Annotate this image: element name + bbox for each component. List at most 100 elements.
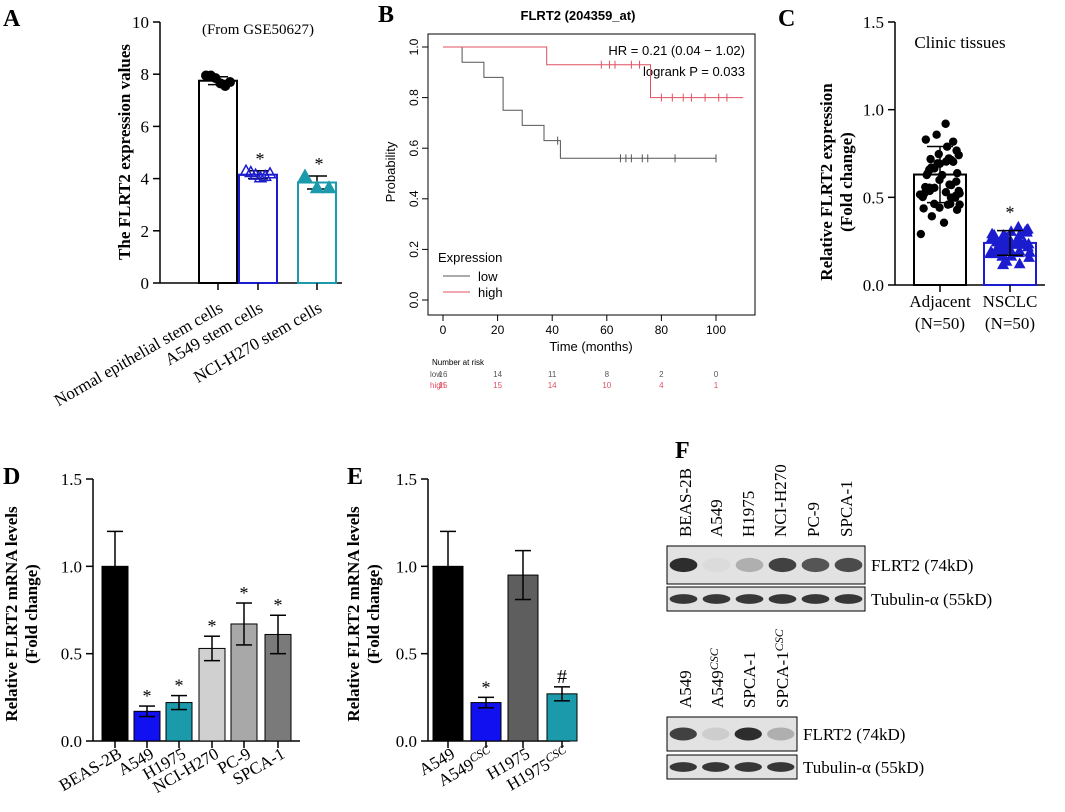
- lane-label-base: PC-9: [804, 502, 823, 537]
- y-tick-label: 0.8: [407, 89, 421, 106]
- data-point: [926, 154, 935, 164]
- blot-band: [702, 557, 731, 573]
- data-point: [934, 149, 943, 159]
- risk-value: 14: [493, 370, 502, 379]
- data-point: [253, 170, 268, 183]
- blot-band: [669, 727, 697, 741]
- data-point: [951, 191, 961, 200]
- data-point: [952, 177, 961, 186]
- lane-label: SPCA-1CSC: [772, 628, 792, 708]
- y-tick-label: 1.5: [61, 470, 82, 489]
- risk-value: 15: [493, 381, 502, 390]
- lane-label: SPCA-1: [837, 480, 856, 537]
- y-tick-label: 6: [141, 117, 150, 136]
- x-tick-label: 60: [600, 323, 614, 337]
- panel-a-ylabel: The FLRT2 expression values: [115, 44, 134, 260]
- lane-label: PC-9: [804, 502, 823, 537]
- blot-band: [768, 557, 797, 573]
- lane-label-sup: CSC: [707, 647, 721, 670]
- bar: [198, 79, 238, 284]
- y-tick-label: 1.5: [863, 13, 884, 32]
- y-tick-label: 0.5: [61, 645, 82, 664]
- risk-value: 1: [714, 381, 719, 390]
- plot-frame: [427, 33, 756, 316]
- lane-label: BEAS-2B: [676, 468, 695, 537]
- panel-b-hr-text: HR = 0.21 (0.04 − 1.02): [608, 43, 745, 58]
- panel-b-legend-title: Expression: [438, 250, 502, 265]
- risk-value: 15: [439, 381, 448, 390]
- significance-marker: *: [482, 677, 491, 697]
- y-tick-label: 1.0: [396, 557, 417, 576]
- data-point: [948, 137, 958, 146]
- band-label: FLRT2 (74kD): [871, 556, 973, 575]
- x-tick-label: BEAS-2B: [56, 744, 125, 795]
- bar: [470, 702, 502, 742]
- risk-value: 10: [602, 381, 611, 390]
- panel-b-title: FLRT2 (204359_at): [521, 8, 636, 23]
- lane-label: A549: [676, 670, 695, 708]
- risk-value: 8: [605, 370, 610, 379]
- band-label: Tubulin-α (55kD): [871, 590, 992, 609]
- panel-a-bar-chart: (From GSE50627) The FLRT2 expression val…: [51, 13, 342, 410]
- data-point: [953, 168, 962, 178]
- panel-labels: A B C D E F: [3, 2, 795, 490]
- data-point: [918, 192, 927, 202]
- data-point: [309, 180, 325, 194]
- y-tick-label: 10: [132, 13, 149, 32]
- x-tick-label: 40: [546, 323, 560, 337]
- data-point: [225, 77, 235, 88]
- lane-label: A549: [707, 499, 726, 537]
- risk-row-label: high: [430, 381, 445, 390]
- blot-band: [734, 727, 762, 741]
- lane-label-base: SPCA-1: [837, 480, 856, 537]
- lane-label: H1975: [739, 491, 758, 537]
- survival-line-high: [443, 46, 744, 99]
- data-point: [946, 199, 955, 209]
- data-point: [921, 182, 930, 192]
- data-point: [919, 204, 928, 213]
- y-tick-label: 0.4: [407, 190, 421, 207]
- bar: [238, 173, 278, 284]
- panel-d-ylabel-line2: (Fold change): [22, 564, 41, 664]
- x-tick-label: Adjacent: [909, 292, 971, 311]
- risk-value: 16: [439, 370, 448, 379]
- y-tick-label: 4: [141, 170, 150, 189]
- panel-a-annotation: (From GSE50627): [202, 22, 314, 38]
- risk-value: 0: [714, 370, 719, 379]
- panel-c-ylabel-line2: (Fold change): [837, 132, 856, 232]
- panel-label-d: D: [3, 464, 20, 490]
- panel-e-ylabel-line1: Relative FLRT2 mRNA levels: [344, 506, 363, 722]
- blot-band: [669, 557, 698, 573]
- panel-e-ylabel-line2: (Fold change): [364, 564, 383, 664]
- data-point: [1023, 246, 1036, 257]
- data-point: [930, 164, 939, 173]
- y-tick-label: 2: [141, 222, 150, 241]
- y-tick-label: 0.0: [863, 276, 884, 295]
- significance-marker: *: [1006, 203, 1015, 223]
- panel-b-survival-plot: FLRT2 (204359_at) Probability Time (mont…: [383, 8, 756, 390]
- significance-marker: *: [240, 583, 249, 603]
- data-point: [263, 166, 277, 179]
- panel-label-e: E: [347, 464, 363, 490]
- data-point: [1000, 255, 1013, 266]
- y-tick-label: 0.5: [396, 645, 417, 664]
- data-point: [944, 154, 954, 163]
- panel-c-annotation: Clinic tissues: [914, 33, 1005, 52]
- blot-membrane: [666, 586, 866, 612]
- lane-label-base: NCI-H270: [771, 464, 790, 537]
- data-point: [921, 135, 931, 144]
- blot-band: [834, 594, 863, 604]
- y-tick-label: 0.5: [863, 188, 884, 207]
- blot-band: [734, 762, 762, 772]
- panel-b-ylabel: Probability: [383, 141, 398, 202]
- risk-value: 11: [548, 370, 557, 379]
- blot-band: [702, 762, 730, 772]
- blot-band: [702, 594, 731, 604]
- data-point: [1013, 233, 1025, 244]
- data-point: [1012, 220, 1025, 232]
- risk-value: 4: [659, 381, 664, 390]
- legend-label-high: high: [478, 285, 503, 300]
- data-point: [939, 218, 949, 227]
- blot-band: [801, 557, 830, 573]
